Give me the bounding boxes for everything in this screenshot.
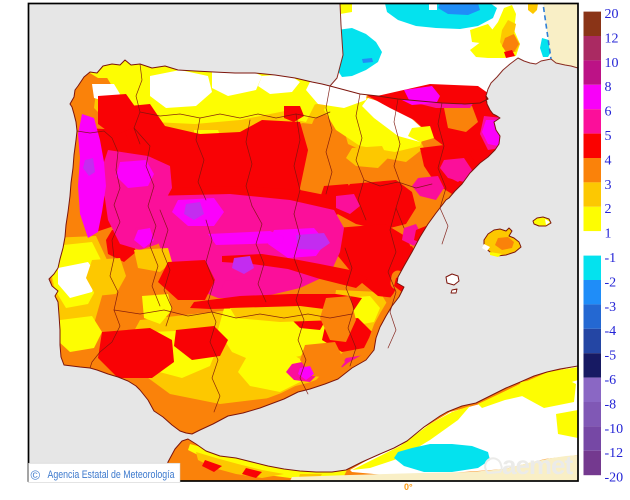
- svg-text:©: ©: [31, 468, 41, 483]
- svg-text:-4: -4: [605, 324, 617, 339]
- svg-text:-2: -2: [605, 275, 617, 290]
- svg-text:-20: -20: [605, 471, 624, 486]
- svg-text:4: 4: [605, 153, 612, 168]
- svg-text:-1: -1: [605, 251, 617, 266]
- svg-text:20: 20: [605, 7, 619, 22]
- svg-text:-10: -10: [605, 422, 624, 437]
- svg-text:1: 1: [605, 227, 612, 242]
- svg-text:8: 8: [605, 80, 612, 95]
- svg-text:-3: -3: [605, 300, 617, 315]
- svg-text:-5: -5: [605, 349, 617, 364]
- svg-text:0°: 0°: [404, 482, 413, 492]
- svg-text:aemet: aemet: [502, 450, 573, 480]
- svg-text:-8: -8: [605, 397, 617, 412]
- svg-text:12: 12: [605, 31, 619, 46]
- svg-text:10: 10: [605, 56, 619, 71]
- svg-text:5: 5: [605, 129, 612, 144]
- svg-text:-6: -6: [605, 373, 617, 388]
- svg-text:-12: -12: [605, 446, 624, 461]
- svg-text:Agencia Estatal de Meteorologí: Agencia Estatal de Meteorología: [48, 469, 176, 481]
- svg-text:6: 6: [605, 105, 612, 120]
- svg-text:3: 3: [605, 178, 612, 193]
- svg-text:2: 2: [605, 202, 612, 217]
